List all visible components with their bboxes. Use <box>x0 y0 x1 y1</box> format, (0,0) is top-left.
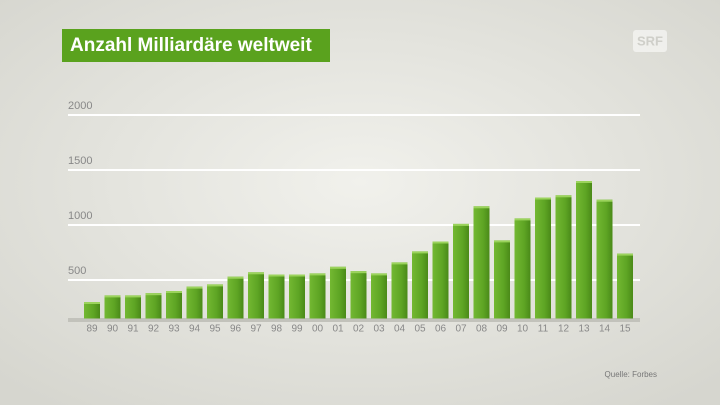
bar-top <box>494 240 510 243</box>
x-tick-label: 01 <box>332 324 344 335</box>
bar-top <box>186 286 203 289</box>
x-tick-label: 95 <box>209 324 221 335</box>
bar-top <box>248 272 264 275</box>
bar-top <box>412 251 428 254</box>
bar <box>207 284 223 319</box>
x-tick-label: 02 <box>353 324 365 335</box>
x-tick-label: 15 <box>619 324 631 335</box>
bar <box>145 293 162 319</box>
bar <box>104 295 121 319</box>
x-tick-label: 97 <box>250 324 262 335</box>
x-tick-label: 04 <box>394 324 406 335</box>
bar-top <box>289 274 305 277</box>
bar <box>248 272 264 319</box>
x-tick-label: 89 <box>86 324 98 335</box>
x-tick-label: 90 <box>107 324 119 335</box>
bar-top <box>535 197 551 200</box>
bar-top <box>268 274 285 277</box>
bar-top <box>145 293 162 296</box>
chart-title: Anzahl Milliardäre weltweit <box>70 35 312 56</box>
bar-top <box>576 181 592 183</box>
x-tick-label: 06 <box>435 324 447 335</box>
bar <box>412 251 428 319</box>
bar-top <box>330 266 346 269</box>
bar-top <box>207 284 223 287</box>
x-tick-label: 05 <box>414 324 426 335</box>
bar <box>289 274 305 319</box>
x-tick-label: 13 <box>578 324 590 335</box>
x-tick-label: 00 <box>312 324 324 335</box>
x-tick-label: 14 <box>599 324 611 335</box>
bar <box>186 286 203 319</box>
bar-top <box>432 241 449 244</box>
y-tick-label: 500 <box>68 265 86 277</box>
title-box <box>62 29 330 62</box>
x-tick-label: 91 <box>127 324 139 335</box>
bar <box>555 195 572 319</box>
bar <box>617 253 633 319</box>
bar-top <box>453 223 469 226</box>
bar-top <box>166 291 182 293</box>
bar <box>309 273 326 319</box>
x-tick-label: 11 <box>538 324 549 335</box>
y-tick-label: 1500 <box>68 155 92 167</box>
bar <box>166 291 182 319</box>
bar-top <box>596 199 613 202</box>
x-tick-label: 09 <box>496 324 508 335</box>
bar <box>432 241 449 319</box>
x-tick-label: 98 <box>271 324 283 335</box>
bar <box>596 199 613 319</box>
bar <box>473 206 490 319</box>
bar <box>227 276 244 319</box>
bar-top <box>555 195 572 198</box>
bar <box>514 218 531 319</box>
logo-box <box>633 30 667 52</box>
bar-top <box>350 271 367 274</box>
bar-top <box>104 295 121 298</box>
bar-top <box>473 206 490 209</box>
bar <box>391 262 408 319</box>
bar-top <box>125 295 141 298</box>
bar-top <box>84 302 100 304</box>
x-tick-label: 92 <box>148 324 160 335</box>
bar <box>453 223 469 319</box>
x-tick-label: 07 <box>455 324 467 335</box>
bar <box>125 295 141 319</box>
y-tick-label: 2000 <box>68 100 92 112</box>
bar-top <box>309 273 326 276</box>
bar-top <box>514 218 531 221</box>
x-tick-label: 10 <box>517 324 529 335</box>
bar <box>371 273 387 319</box>
bar <box>576 181 592 319</box>
x-tick-label: 93 <box>168 324 180 335</box>
bar <box>350 271 367 319</box>
bar <box>84 302 100 319</box>
bar <box>330 266 346 319</box>
x-tick-label: 94 <box>189 324 201 335</box>
bar <box>494 240 510 319</box>
y-tick-label: 1000 <box>68 210 92 222</box>
x-tick-label: 99 <box>291 324 303 335</box>
x-tick-label: 12 <box>558 324 570 335</box>
x-tick-label: 03 <box>373 324 385 335</box>
bar-top <box>617 253 633 256</box>
bar <box>535 197 551 319</box>
bar <box>268 274 285 319</box>
bar-top <box>227 276 244 279</box>
bar-top <box>371 273 387 276</box>
bar-top <box>391 262 408 265</box>
logo: SRF <box>637 33 663 48</box>
source: Quelle: Forbes <box>605 370 657 379</box>
x-tick-label: 08 <box>476 324 488 335</box>
floor <box>68 318 640 322</box>
x-tick-label: 96 <box>230 324 242 335</box>
